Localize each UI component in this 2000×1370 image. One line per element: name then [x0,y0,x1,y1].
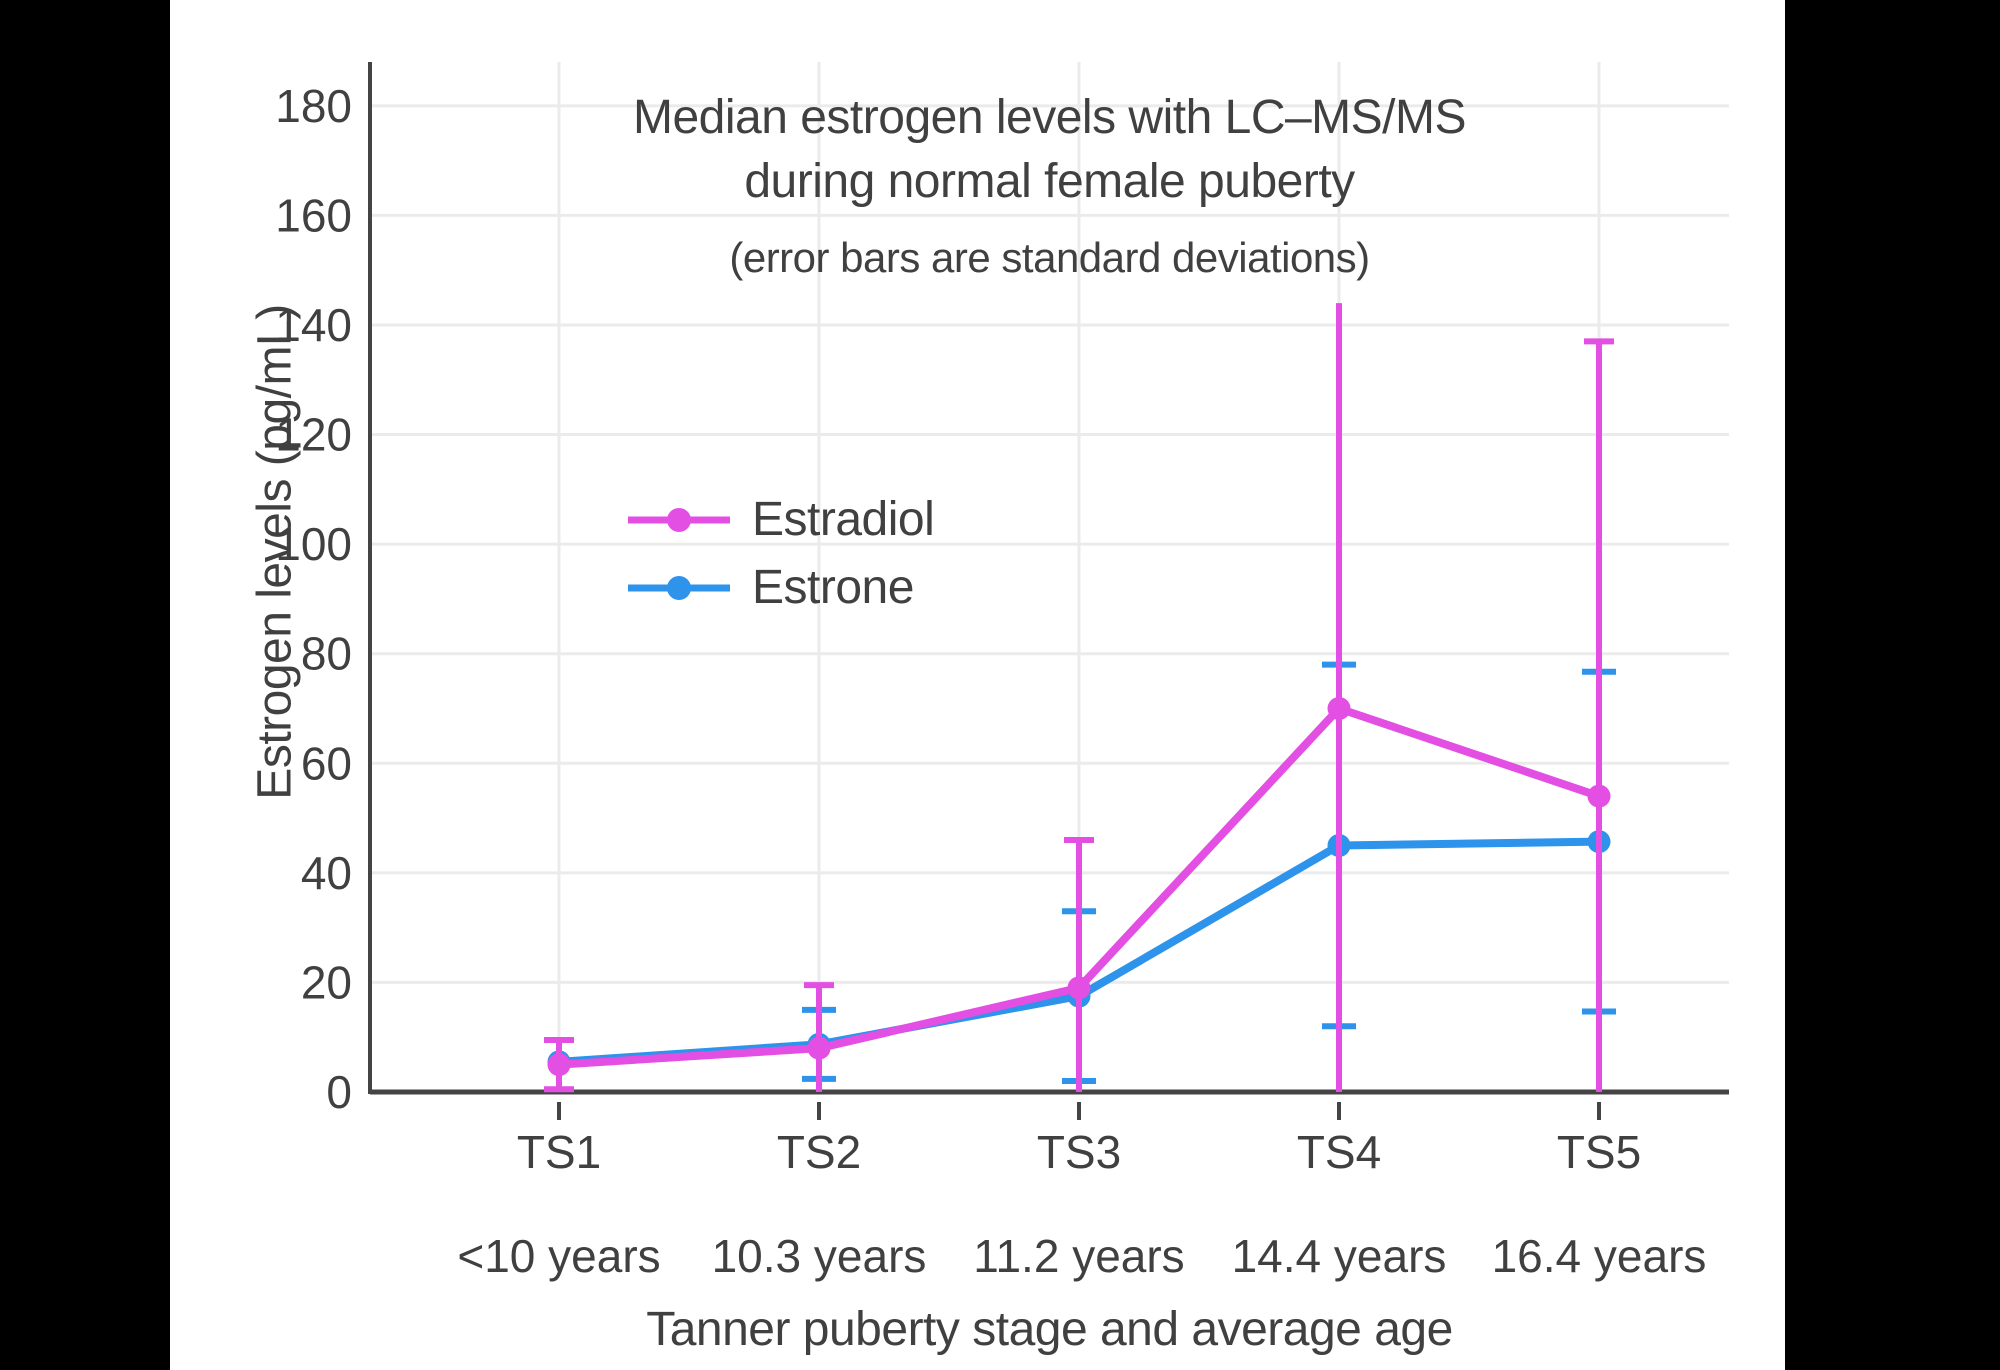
estradiol-line-sample-icon [628,508,730,532]
chart-title-line1: Median estrogen levels with LC–MS/MS [632,91,1467,144]
x-tick-label: TS3 [1037,1126,1121,1178]
estradiol-markers [547,696,1611,1077]
y-tick-label: 60 [301,737,352,789]
x-tick-label: TS4 [1297,1126,1381,1178]
estradiol-data-point [1067,976,1091,1000]
y-tick-label: 160 [275,189,352,241]
legend-label-estrone: Estrone [752,561,914,614]
chart-subtitle: (error bars are standard deviations) [729,234,1370,281]
y-tick-label: 80 [301,628,352,680]
y-tick-label: 140 [275,299,352,351]
estradiol-data-point [807,1036,831,1060]
estradiol-data-point [547,1053,571,1077]
chart-title-line2: during normal female puberty [744,155,1355,208]
estrone-line-sample-icon [628,576,730,600]
estradiol-data-point [1587,784,1611,808]
legend-item-estradiol[interactable]: Estradiol [624,486,935,554]
x-tick-label: TS1 [517,1126,601,1178]
chart-title: Median estrogen levels with LC–MS/MS dur… [370,86,1729,214]
x-age-label: 11.2 years [973,1230,1184,1282]
y-tick-label: 120 [275,409,352,461]
y-axis-title: Estrogen levels (pg/mL) [248,304,302,800]
y-tick-label: 180 [275,80,352,132]
x-age-label: <10 years [457,1230,660,1282]
x-age-label: 10.3 years [712,1230,927,1282]
chart-panel [170,0,1785,1370]
x-axis-title: Tanner puberty stage and average age [646,1303,1453,1356]
y-tick-label: 20 [301,956,352,1008]
legend-label-estradiol: Estradiol [752,493,935,546]
x-tick-label: TS2 [777,1126,861,1178]
x-age-label: 16.4 years [1492,1230,1707,1282]
legend-item-estrone[interactable]: Estrone [624,554,934,622]
y-tick-label: 40 [301,847,352,899]
y-tick-label: 0 [326,1066,352,1118]
x-tick-label: TS5 [1557,1126,1641,1178]
estradiol-data-point [1327,696,1351,720]
y-tick-label: 100 [275,518,352,570]
legend: Estradiol Estrone [624,486,935,622]
gridlines [370,62,1729,1092]
x-age-label: 14.4 years [1232,1230,1447,1282]
